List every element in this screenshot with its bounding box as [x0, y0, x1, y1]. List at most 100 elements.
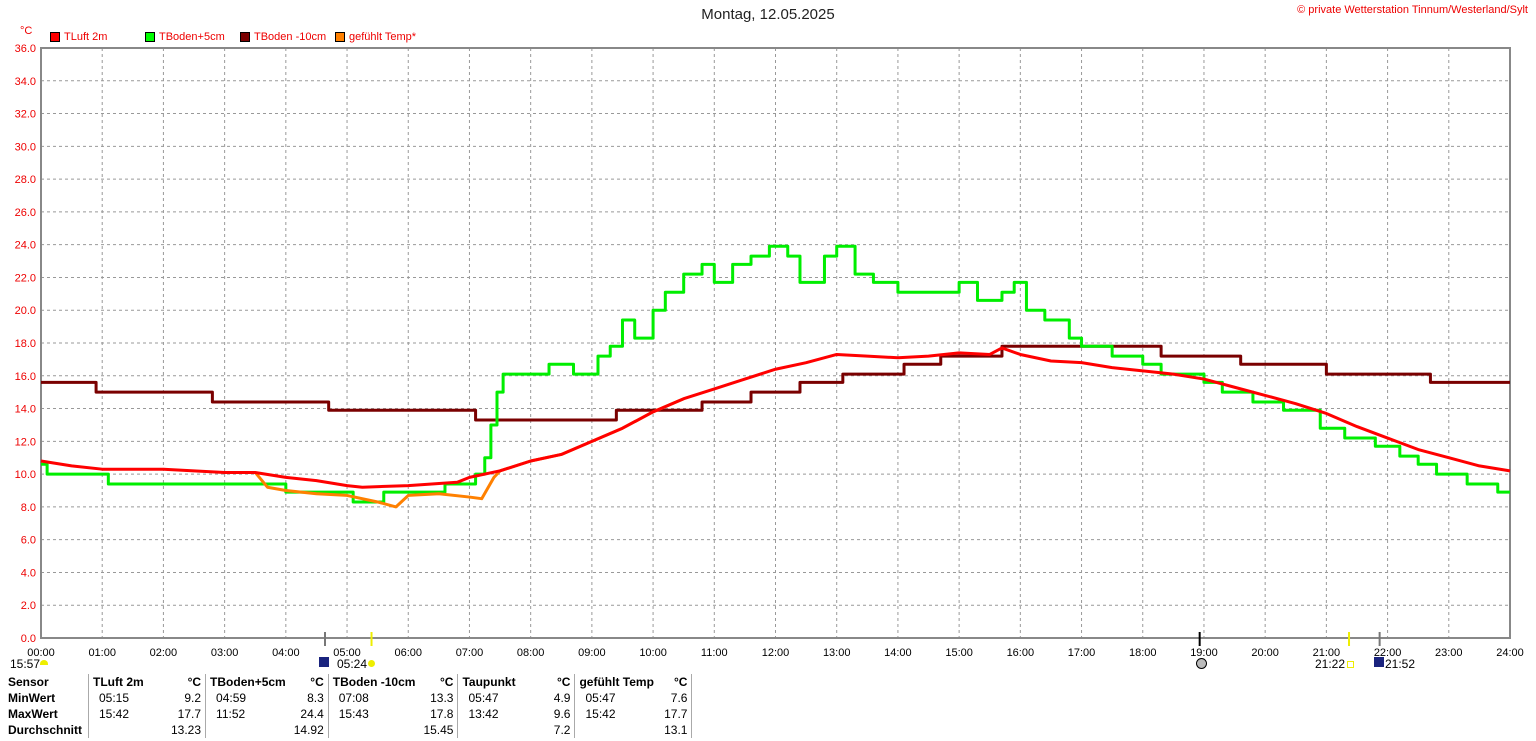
table-cell: MinWert — [8, 691, 56, 705]
x-tick-label: 13:00 — [823, 647, 851, 659]
table-cell: 4.9 — [553, 691, 571, 705]
table-cell: 13:42 — [457, 706, 542, 722]
x-tick-label: 11:00 — [701, 647, 728, 659]
moon-icon — [40, 660, 48, 665]
table-cell: 8.3 — [307, 691, 324, 705]
table-cell: 07:08 — [327, 690, 420, 706]
x-tick-label: 18:00 — [1129, 647, 1157, 659]
table-cell: 17.7 — [658, 706, 693, 722]
y-tick-label: 30.0 — [15, 141, 36, 153]
table-cell — [327, 722, 420, 738]
y-tick-label: 24.0 — [15, 240, 36, 252]
legend-tboden5: TBoden+5cm — [145, 31, 225, 43]
table-cell: 13.3 — [430, 691, 454, 705]
table-cell: 15.45 — [423, 723, 454, 737]
table-cell — [457, 722, 542, 738]
header-cell: °C — [658, 674, 693, 690]
header-cell: °C — [557, 675, 571, 689]
legend-label: gefühlt Temp* — [349, 31, 417, 43]
plot-frame — [40, 47, 1511, 639]
x-tick-label: 01:00 — [88, 647, 116, 659]
legend-label: TLuft 2m — [64, 31, 108, 43]
header-cell: TLuft 2m — [88, 674, 167, 690]
y-tick-label: 26.0 — [15, 207, 36, 219]
temperature-chart: 0.0 2.0 4.0 6.0 8.0 10.0 12.0 14.0 16.0 18.0 20.0 2… — [15, 43, 1524, 659]
y-tick-label: 36.0 — [15, 43, 36, 55]
moonset-icon — [319, 657, 329, 667]
table-cell: 05:15 — [88, 690, 167, 706]
table-row: MaxWert 15:42 17.7 11:52 24.4 15:43 17.8 13:42 9… — [4, 706, 693, 722]
sun-icon — [368, 660, 375, 667]
table-cell: 14.92 — [293, 723, 324, 737]
table-cell: 05:47 — [457, 690, 542, 706]
x-tick-label: 06:00 — [394, 647, 422, 659]
x-tick-label: 05:00 — [333, 647, 361, 659]
x-tick-label: 04:00 — [272, 647, 300, 659]
y-axis-unit: °C — [20, 25, 33, 37]
y-tick-label: 34.0 — [15, 76, 36, 88]
y-tick-label: 6.0 — [21, 535, 36, 547]
legend-tluft: TLuft 2m — [50, 31, 107, 43]
table-cell: 9.6 — [553, 707, 571, 721]
x-tick-label: 03:00 — [211, 647, 239, 659]
x-tick-label: 20:00 — [1251, 647, 1279, 659]
copyright: © private Wetterstation Tinnum/Westerlan… — [1297, 4, 1528, 16]
series-line-tluft-2m — [40, 346, 1511, 489]
legend-swatch — [335, 32, 345, 42]
table-cell — [88, 722, 167, 738]
table-cell: 7.6 — [658, 690, 693, 706]
x-tick-label: 10:00 — [639, 647, 667, 659]
x-tick-label: 07:00 — [456, 647, 484, 659]
table-row: MinWert 05:15 9.2 04:59 8.3 07:08 13.3 05:47 4.9… — [4, 690, 693, 706]
series-line-tboden-5cm — [41, 244, 1510, 504]
table-cell: 24.4 — [300, 707, 324, 721]
moonrise-icon — [1374, 657, 1384, 667]
y-tick-label: 18.0 — [15, 338, 36, 350]
table-cell: 7.2 — [553, 723, 571, 737]
table-cell: 04:59 — [205, 690, 290, 706]
header-cell: gefühlt Temp — [574, 674, 659, 690]
x-tick-label: 15:00 — [945, 647, 973, 659]
header-cell: °C — [187, 675, 202, 689]
header-cell: Sensor — [8, 675, 49, 689]
table-cell: Durchschnitt — [8, 723, 83, 737]
x-tick-label: 08:00 — [517, 647, 545, 659]
legend-tboden10: TBoden -10cm — [240, 31, 326, 43]
table-cell: 17.8 — [430, 707, 454, 721]
legend-swatch — [240, 32, 250, 42]
y-tick-label: 32.0 — [15, 109, 36, 121]
y-tick-label: 14.0 — [15, 404, 36, 416]
table-cell — [205, 722, 290, 738]
y-tick-label: 28.0 — [15, 174, 36, 186]
y-tick-label: 10.0 — [15, 469, 36, 481]
sunset-time: 21:22 — [1315, 657, 1346, 671]
moonrise-time: 21:52 — [1385, 657, 1416, 671]
table-cell: 17.7 — [177, 707, 202, 721]
table-cell: 13.1 — [658, 722, 693, 738]
x-tick-label: 24:00 — [1496, 647, 1524, 659]
x-tick-label: 00:00 — [27, 647, 55, 659]
y-tick-label: 12.0 — [15, 436, 36, 448]
stats-table: Sensor TLuft 2m °C TBoden+5cm °C TBoden … — [4, 674, 693, 738]
table-header: Sensor TLuft 2m °C TBoden+5cm °C TBoden … — [4, 674, 693, 690]
header-cell: TBoden+5cm — [205, 674, 290, 690]
table-cell: 9.2 — [184, 691, 202, 705]
legend-swatch — [145, 32, 155, 42]
table-cell — [574, 722, 659, 738]
y-tick-label: 20.0 — [15, 305, 36, 317]
legend-label: TBoden -10cm — [254, 31, 327, 43]
x-tick-label: 16:00 — [1007, 647, 1035, 659]
x-tick-label: 09:00 — [578, 647, 606, 659]
series-line-tboden-10cm — [41, 344, 1510, 422]
y-tick-label: 16.0 — [15, 371, 36, 383]
table-cell: 11:52 — [205, 706, 290, 722]
table-cell: 05:47 — [574, 690, 659, 706]
table-cell: 15:42 — [574, 706, 659, 722]
full-moon-icon — [1196, 658, 1207, 669]
x-tick-label: 14:00 — [884, 647, 912, 659]
legend-gefuehlt: gefühlt Temp* — [335, 31, 416, 43]
y-tick-label: 8.0 — [21, 502, 36, 514]
table-cell: MaxWert — [8, 707, 58, 721]
sunrise-time: 05:24 — [337, 657, 368, 671]
x-tick-label: 22:00 — [1374, 647, 1402, 659]
